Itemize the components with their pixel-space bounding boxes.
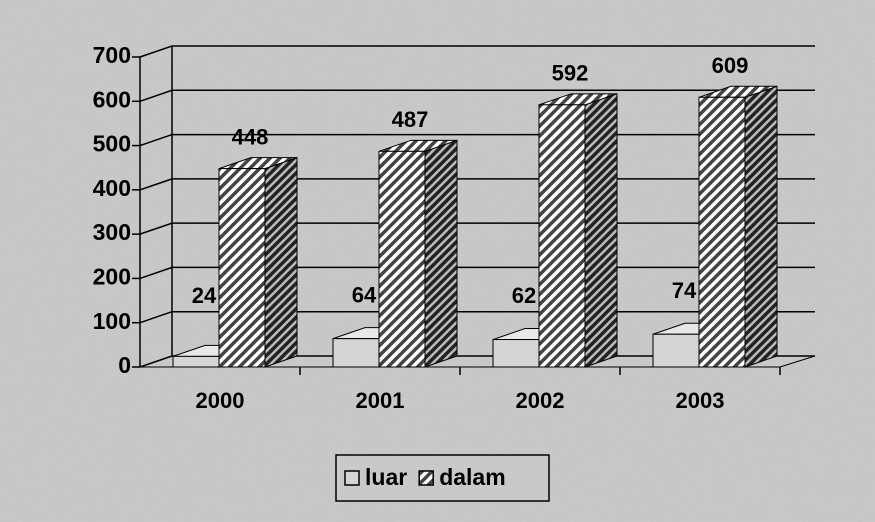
y-tick-label: 200 [93,264,131,290]
y-tick-label: 500 [93,131,131,157]
bar-front [652,333,700,368]
bar-front [172,355,220,368]
bar [698,85,778,368]
x-tick-label: 2001 [356,388,405,413]
y-tick-label: 700 [93,42,131,68]
grid-line [139,89,815,102]
value-label: 64 [352,282,377,307]
y-tick-label: 300 [93,219,131,245]
y-tick-label: 400 [93,175,131,201]
value-label: 74 [672,278,697,303]
bar-front [332,338,380,368]
bar-front [698,96,746,368]
value-label: 609 [712,53,749,78]
bar-front [218,168,266,368]
bar [218,156,298,368]
y-tick-label: 100 [93,308,131,334]
value-label: 448 [232,124,269,149]
value-label: 487 [392,107,429,132]
y-tick-label: 0 [118,352,131,378]
value-label: 592 [552,61,589,86]
bar-front [492,339,540,368]
bar-side [264,156,298,368]
bar-front [538,104,586,368]
value-label: 24 [192,283,217,308]
x-tick-label: 2000 [196,388,245,413]
value-label: 62 [512,283,536,308]
y-tick-label: 600 [93,86,131,112]
x-tick-label: 2003 [676,388,725,413]
grid-line [139,45,815,58]
bar-front [378,150,426,368]
legend [335,454,550,502]
legend-label: luar [365,464,407,490]
bar [378,139,458,368]
legend-label: dalam [439,464,505,490]
bar-side [744,85,778,368]
legend-swatch [418,470,434,486]
bar [538,93,618,368]
bar-side [584,93,618,368]
x-tick-label: 2002 [516,388,565,413]
legend-swatch [344,470,360,486]
bar-side [424,139,458,368]
